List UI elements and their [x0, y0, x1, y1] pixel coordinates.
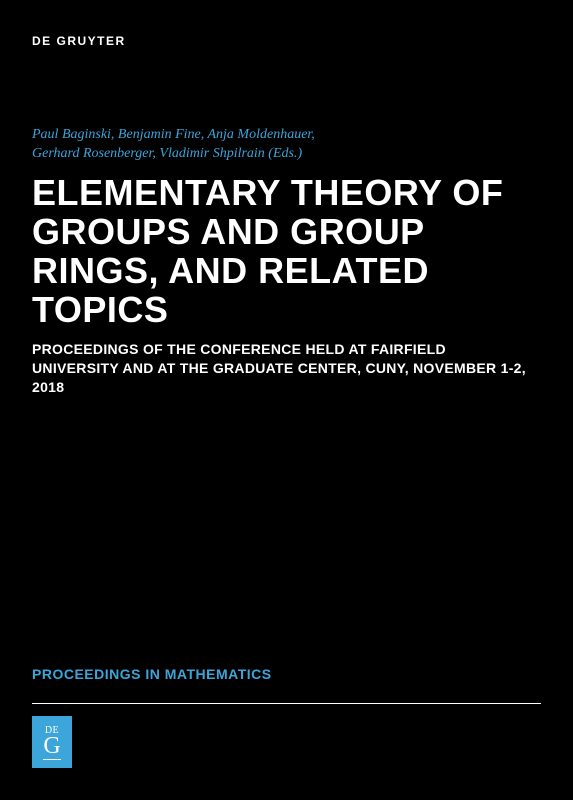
publisher-name: DE GRUYTER: [32, 34, 126, 48]
publisher-logo: DE G: [32, 716, 72, 768]
series-name: PROCEEDINGS IN MATHEMATICS: [32, 666, 272, 682]
book-title: ELEMENTARY THEORY OF GROUPS AND GROUP RI…: [32, 174, 543, 330]
book-subtitle: PROCEEDINGS OF THE CONFERENCE HELD AT FA…: [32, 340, 533, 397]
editors-block: Paul Baginski, Benjamin Fine, Anja Molde…: [32, 126, 315, 164]
logo-text-g: G: [43, 734, 60, 760]
editors-line: Gerhard Rosenberger, Vladimir Shpilrain …: [32, 145, 315, 164]
editors-line: Paul Baginski, Benjamin Fine, Anja Molde…: [32, 126, 315, 145]
footer-divider: [32, 703, 541, 704]
